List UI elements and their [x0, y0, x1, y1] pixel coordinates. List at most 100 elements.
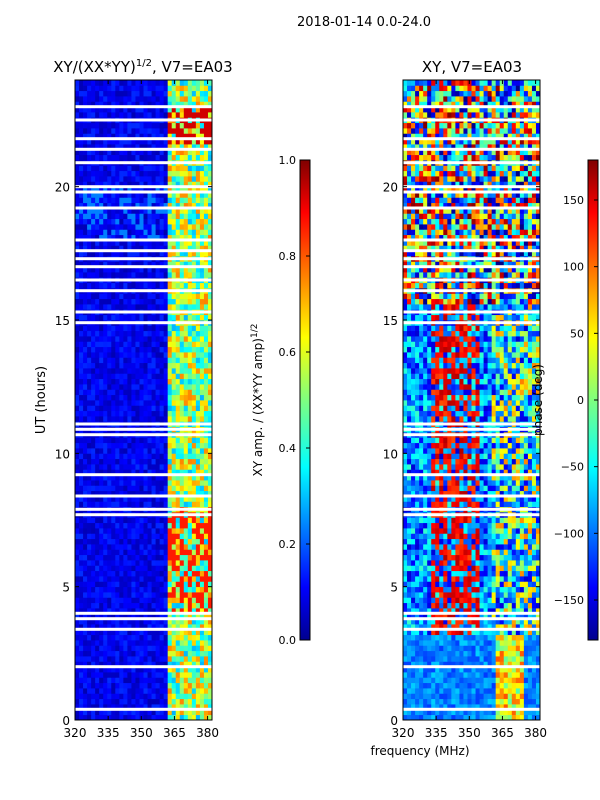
heatmap-cell — [171, 496, 177, 502]
heatmap-cell — [183, 149, 189, 156]
heatmap-cell — [187, 208, 193, 214]
heatmap-cell — [435, 608, 440, 614]
heatmap-cell — [83, 645, 88, 652]
heatmap-cell — [519, 613, 525, 620]
heatmap-cell — [91, 640, 96, 646]
heatmap-cell — [143, 106, 148, 113]
heatmap-cell — [95, 581, 100, 588]
heatmap-cell — [407, 608, 412, 614]
heatmap-cell — [195, 149, 201, 156]
heatmap-cell — [195, 96, 201, 102]
heatmap-cell — [183, 453, 189, 460]
heatmap-cell — [123, 485, 128, 492]
heatmap-cell — [531, 640, 537, 646]
heatmap-cell — [203, 378, 209, 385]
heatmap-cell — [179, 480, 185, 486]
heatmap-cell — [103, 656, 108, 662]
heatmap-cell — [139, 634, 144, 641]
heatmap-cell — [171, 266, 177, 273]
heatmap-cell — [103, 314, 108, 321]
heatmap-cell — [191, 538, 197, 545]
heatmap-cell — [167, 549, 173, 556]
heatmap-cell — [135, 346, 140, 353]
heatmap-cell — [499, 682, 505, 689]
heatmap-cell — [107, 96, 112, 102]
heatmap-cell — [167, 106, 173, 113]
heatmap-cell — [503, 704, 509, 710]
heatmap-cell — [155, 122, 161, 129]
heatmap-cell — [131, 448, 136, 454]
heatmap-cell — [199, 176, 205, 182]
heatmap-cell — [119, 202, 124, 209]
heatmap-cell — [507, 629, 513, 636]
heatmap-cell — [191, 352, 197, 358]
heatmap-cell — [155, 80, 161, 86]
heatmap-cell — [519, 661, 525, 668]
heatmap-cell — [195, 101, 201, 108]
heatmap-cell — [75, 501, 80, 508]
heatmap-cell — [159, 693, 165, 700]
heatmap-cell — [103, 629, 108, 636]
heatmap-cell — [403, 624, 408, 630]
heatmap-cell — [459, 597, 464, 604]
heatmap-cell — [187, 298, 193, 305]
heatmap-cell — [111, 677, 116, 684]
heatmap-cell — [139, 101, 144, 108]
heatmap-cell — [83, 474, 88, 481]
heatmap-cell — [183, 336, 189, 342]
heatmap-cell — [103, 549, 108, 556]
heatmap-cell — [111, 138, 116, 145]
heatmap-cell — [479, 624, 484, 630]
heatmap-cell — [95, 576, 100, 582]
heatmap-cell — [175, 437, 181, 444]
heatmap-cell — [135, 213, 140, 220]
heatmap-cell — [107, 410, 112, 417]
heatmap-cell — [207, 709, 213, 716]
heatmap-cell — [191, 346, 197, 353]
heatmap-cell — [75, 133, 80, 140]
heatmap-cell — [131, 634, 136, 641]
heatmap-cell — [79, 645, 84, 652]
heatmap-cell — [175, 410, 181, 417]
heatmap-cell — [123, 213, 128, 220]
heatmap-cell — [87, 714, 92, 721]
heatmap-cell — [167, 165, 173, 172]
heatmap-cell — [103, 570, 108, 577]
heatmap-cell — [83, 640, 88, 646]
heatmap-cell — [179, 698, 185, 705]
heatmap-cell — [163, 538, 169, 545]
heatmap-cell — [99, 202, 104, 209]
heatmap-cell — [135, 325, 140, 332]
heatmap-cell — [115, 384, 120, 390]
heatmap-cell — [155, 549, 161, 556]
heatmap-cell — [87, 533, 92, 540]
heatmap-cell — [143, 336, 148, 342]
heatmap-cell — [167, 490, 173, 497]
heatmap-cell — [207, 634, 213, 641]
heatmap-cell — [135, 144, 140, 150]
heatmap-cell — [119, 677, 124, 684]
heatmap-cell — [187, 597, 193, 604]
heatmap-cell — [123, 538, 128, 545]
heatmap-cell — [431, 656, 436, 662]
heatmap-cell — [151, 640, 156, 646]
heatmap-cell — [207, 698, 213, 705]
heatmap-cell — [179, 640, 185, 646]
heatmap-cell — [511, 624, 517, 630]
heatmap-cell — [115, 656, 120, 662]
heatmap-cell — [503, 682, 509, 689]
heatmap-cell — [79, 592, 84, 598]
heatmap-cell — [411, 698, 416, 705]
heatmap-cell — [135, 128, 140, 134]
heatmap-cell — [87, 597, 92, 604]
heatmap-cell — [131, 672, 136, 678]
heatmap-cell — [167, 629, 173, 636]
heatmap-cell — [151, 373, 156, 380]
heatmap-cell — [187, 640, 193, 646]
heatmap-cell — [107, 144, 112, 150]
heatmap-cell — [199, 634, 205, 641]
heatmap-cell — [95, 528, 100, 534]
heatmap-cell — [131, 501, 136, 508]
heatmap-cell — [159, 352, 165, 358]
heatmap-cell — [467, 661, 472, 668]
